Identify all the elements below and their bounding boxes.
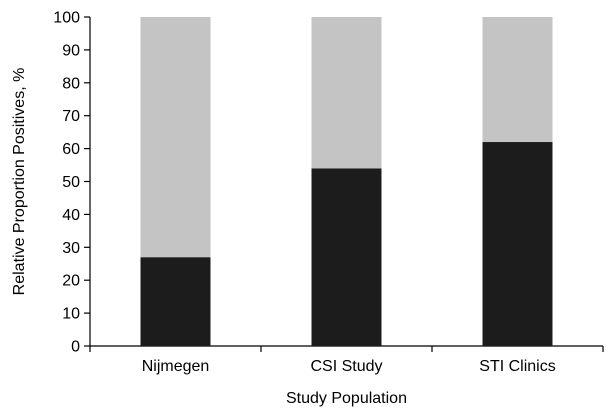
y-tick-label: 100	[53, 10, 80, 27]
y-tick-label: 80	[62, 75, 80, 92]
bar-segment-lower	[311, 168, 382, 346]
x-tick-label: STI Clinics	[479, 358, 555, 375]
y-axis-title: Relative Proportion Positives, %	[11, 68, 28, 296]
y-tick-label: 50	[62, 174, 80, 191]
y-tick-label: 40	[62, 207, 80, 224]
y-tick-label: 30	[62, 240, 80, 257]
bar-segment-upper	[311, 17, 382, 169]
y-tick-label: 70	[62, 108, 80, 125]
y-tick-label: 0	[71, 339, 80, 356]
y-tick-label: 10	[62, 306, 80, 323]
bar-segment-lower	[140, 257, 211, 346]
bar-segment-lower	[482, 142, 553, 346]
x-tick-label: Nijmegen	[142, 358, 210, 375]
x-axis-title: Study Population	[286, 390, 407, 407]
y-axis: 0 10 20 30 40 50 60 70 80 90 100	[53, 10, 91, 356]
bar-segment-upper	[482, 17, 553, 143]
bar-segment-upper	[140, 17, 211, 258]
x-tick-label: CSI Study	[310, 358, 382, 375]
y-tick-label: 90	[62, 42, 80, 59]
x-axis: Nijmegen CSI Study STI Clinics	[89, 345, 604, 375]
y-tick-label: 20	[62, 273, 80, 290]
bars	[140, 17, 553, 346]
y-tick-label: 60	[62, 141, 80, 158]
